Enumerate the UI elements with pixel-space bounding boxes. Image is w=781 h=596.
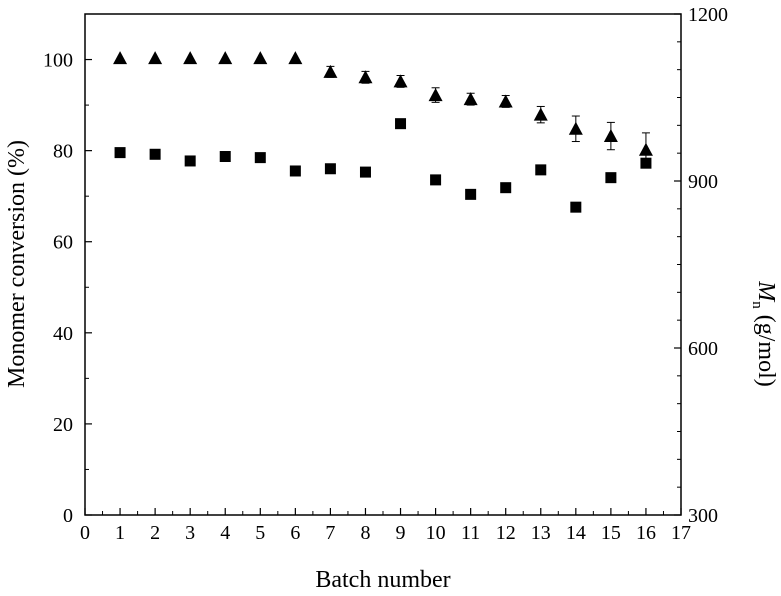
y-left-axis-title: Monomer conversion (%) [4, 140, 30, 388]
y-right-ticks: 300 600 900 1200 [674, 4, 728, 527]
x-tick-label: 0 [80, 522, 90, 544]
triangle-point [218, 51, 233, 65]
y-left-tick-label: 40 [53, 323, 73, 345]
x-ticks: 0 1 2 3 4 5 6 7 8 9 10 11 12 13 14 15 16 17 [80, 508, 691, 544]
square-point [605, 172, 617, 184]
square-point [184, 155, 196, 167]
y-right-tick-label: 900 [688, 171, 718, 193]
triangle-point [428, 88, 443, 102]
square-point [430, 174, 442, 186]
y-right-tick-label: 600 [688, 338, 718, 360]
square-point [149, 148, 161, 160]
x-tick-label: 3 [185, 522, 195, 544]
x-tick-label: 13 [531, 522, 551, 544]
x-tick-label: 7 [325, 522, 335, 544]
y-right-axis-title: Mn (g/mol) [749, 280, 779, 387]
triangle-point [148, 51, 163, 65]
square-point [640, 157, 652, 169]
y-left-tick-label: 80 [53, 141, 73, 163]
x-tick-label: 16 [636, 522, 656, 544]
x-tick-label: 4 [220, 522, 230, 544]
x-tick-label: 2 [150, 522, 160, 544]
triangle-point [183, 51, 198, 65]
square-point [219, 151, 231, 163]
x-tick-label: 5 [255, 522, 265, 544]
y-right-tick-label: 300 [688, 505, 718, 527]
y-right-title-unit: (g/mol) [753, 309, 779, 387]
square-point [359, 166, 371, 178]
triangle-point [113, 51, 128, 65]
x-tick-label: 15 [601, 522, 621, 544]
error-bars [326, 65, 650, 168]
data-marks [113, 51, 653, 213]
y-left-tick-label: 60 [53, 232, 73, 254]
x-tick-label: 8 [360, 522, 370, 544]
x-tick-label: 17 [671, 522, 691, 544]
x-axis-title: Batch number [315, 567, 450, 593]
y-left-tick-label: 100 [43, 50, 73, 72]
y-left-tick-label: 0 [63, 505, 73, 527]
plot-frame [84, 13, 682, 516]
triangle-point [568, 121, 583, 135]
triangle-point [358, 70, 373, 84]
triangle-point [603, 129, 618, 143]
square-point [114, 147, 126, 159]
square-point [570, 201, 582, 213]
triangle-point [323, 64, 338, 78]
triangle-point [393, 74, 408, 88]
square-point [254, 152, 266, 164]
x-tick-label: 1 [115, 522, 125, 544]
y-left-tick-label: 20 [53, 414, 73, 436]
y-right-title-sub: n [749, 301, 765, 309]
square-point [535, 164, 547, 176]
triangle-point [638, 142, 653, 156]
triangle-point [498, 94, 513, 108]
triangle-point [253, 51, 268, 65]
x-tick-label: 14 [566, 522, 586, 544]
x-tick-label: 11 [461, 522, 480, 544]
square-point [395, 118, 407, 130]
x-tick-label: 10 [426, 522, 446, 544]
square-point [289, 165, 301, 177]
y-right-tick-label: 1200 [688, 4, 728, 26]
x-tick-label: 12 [496, 522, 516, 544]
triangle-point [533, 107, 548, 121]
square-point [500, 182, 512, 194]
square-point [465, 188, 477, 200]
x-tick-label: 9 [396, 522, 406, 544]
y-right-title-main: M [753, 280, 779, 303]
y-left-ticks: 0 20 40 60 80 100 [43, 13, 92, 527]
triangle-point [288, 51, 303, 65]
triangle-point [463, 92, 478, 106]
x-tick-label: 6 [290, 522, 300, 544]
square-point [324, 163, 336, 175]
